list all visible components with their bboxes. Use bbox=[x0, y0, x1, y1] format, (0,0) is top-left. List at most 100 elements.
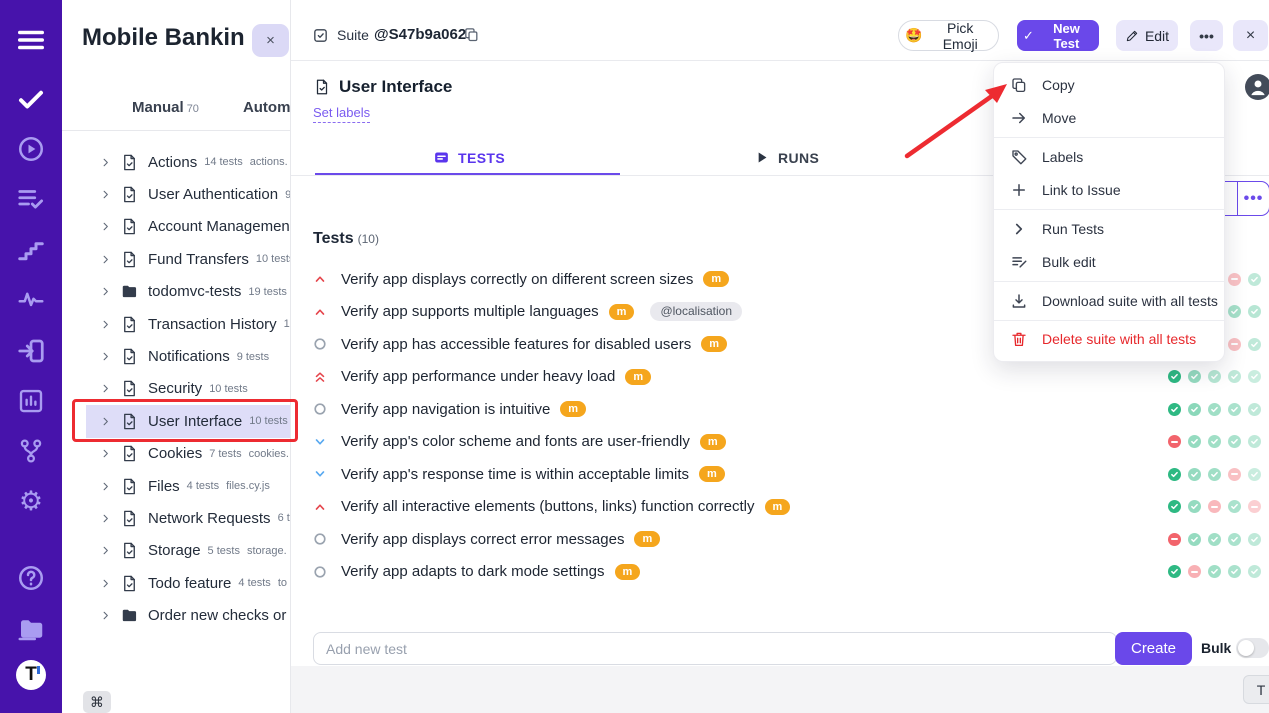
play-circle-icon[interactable] bbox=[16, 134, 46, 164]
test-title[interactable]: Verify app navigation is intuitive bbox=[341, 400, 551, 418]
settings-gear-icon[interactable]: ⚙ bbox=[18, 485, 44, 516]
help-icon[interactable] bbox=[16, 563, 46, 593]
branch-icon[interactable] bbox=[16, 436, 46, 466]
suite-id: @S47b9a062 bbox=[374, 26, 467, 43]
menu-item-labels[interactable]: Labels bbox=[994, 140, 1224, 174]
chevron-right-icon[interactable] bbox=[100, 545, 111, 556]
test-title[interactable]: Verify app displays correct error messag… bbox=[341, 530, 625, 548]
tree-item-user-interface[interactable]: User Interface 10 tests bbox=[86, 405, 290, 438]
tree-item-files[interactable]: Files 4 tests files.cy.js bbox=[86, 470, 290, 502]
tree-item-cookies[interactable]: Cookies 7 tests cookies. bbox=[86, 438, 290, 470]
test-row[interactable]: Verify app displays correctly on differe… bbox=[313, 263, 1269, 296]
chevron-right-icon[interactable] bbox=[100, 351, 111, 362]
tree-item-fund-transfers[interactable]: Fund Transfers 10 tests bbox=[86, 243, 290, 275]
test-title[interactable]: Verify app has accessible features for d… bbox=[341, 335, 692, 353]
test-row[interactable]: Verify app's response time is within acc… bbox=[313, 458, 1269, 491]
menu-item-label: Download suite with all tests bbox=[1042, 292, 1218, 309]
tree-item-todomvc-tests[interactable]: todomvc-tests 19 tests bbox=[86, 276, 290, 308]
app-logo[interactable]: T bbox=[16, 660, 46, 690]
menu-item-move[interactable]: Move bbox=[994, 102, 1224, 136]
chevron-right-icon[interactable] bbox=[100, 383, 111, 394]
set-labels-link[interactable]: Set labels bbox=[313, 105, 371, 123]
tests-list: Verify app displays correctly on differe… bbox=[313, 263, 1269, 588]
menu-divider bbox=[994, 281, 1224, 282]
chevron-right-icon[interactable] bbox=[100, 286, 111, 297]
pick-emoji-button[interactable]: 🤩 Pick Emoji bbox=[898, 20, 999, 52]
chevron-right-icon[interactable] bbox=[100, 254, 111, 265]
test-title[interactable]: Verify app's color scheme and fonts are … bbox=[341, 433, 690, 451]
projects-folder-icon[interactable] bbox=[16, 614, 46, 644]
steps-icon[interactable] bbox=[16, 235, 46, 265]
menu-item-bulk-edit[interactable]: Bulk edit bbox=[994, 246, 1224, 280]
test-title[interactable]: Verify app displays correctly on differe… bbox=[341, 270, 694, 288]
tree-item-network-requests[interactable]: Network Requests 6 t bbox=[86, 502, 290, 534]
move-icon bbox=[1010, 109, 1028, 127]
chevron-right-icon[interactable] bbox=[100, 513, 111, 524]
add-test-input[interactable] bbox=[313, 632, 1117, 665]
chevron-right-icon[interactable] bbox=[100, 416, 111, 427]
tab-automated[interactable]: Automate bbox=[242, 98, 291, 116]
chevron-right-icon[interactable] bbox=[100, 319, 111, 330]
run-status-fail bbox=[1188, 565, 1201, 579]
tree-item-actions[interactable]: Actions 14 tests actions. bbox=[86, 146, 290, 178]
sidebar-close-button[interactable]: × bbox=[252, 24, 289, 57]
test-row[interactable]: Verify app navigation is intuitive m bbox=[313, 393, 1269, 426]
chevron-right-icon[interactable] bbox=[100, 481, 111, 492]
tab-runs[interactable]: RUNS bbox=[753, 149, 819, 166]
run-status-pass bbox=[1248, 532, 1261, 546]
tab-tests[interactable]: TESTS bbox=[433, 149, 505, 166]
test-title[interactable]: Verify app supports multiple languages bbox=[341, 303, 599, 321]
tag-chip[interactable]: @localisation bbox=[650, 302, 743, 322]
report-chart-icon[interactable] bbox=[16, 386, 46, 416]
menu-item-delete-suite-with-all-tests[interactable]: Delete suite with all tests bbox=[994, 323, 1224, 357]
tree-item-security[interactable]: Security 10 tests bbox=[86, 373, 290, 405]
test-row[interactable]: Verify app's color scheme and fonts are … bbox=[313, 426, 1269, 459]
tree-item-todo-feature[interactable]: Todo feature 4 tests to bbox=[86, 567, 290, 599]
menu-item-run-tests[interactable]: Run Tests bbox=[994, 212, 1224, 246]
copy-id-icon[interactable] bbox=[463, 26, 480, 43]
tree-item-order-new-checks-or[interactable]: Order new checks or bbox=[86, 599, 290, 631]
user-avatar[interactable] bbox=[1245, 74, 1269, 100]
menu-item-link-to-issue[interactable]: Link to Issue bbox=[994, 174, 1224, 208]
test-row[interactable]: Verify app adapts to dark mode settings m bbox=[313, 556, 1269, 589]
create-button[interactable]: Create bbox=[1115, 632, 1192, 665]
bulk-toggle[interactable] bbox=[1236, 638, 1269, 658]
test-row[interactable]: Verify all interactive elements (buttons… bbox=[313, 491, 1269, 524]
test-title[interactable]: Verify app adapts to dark mode settings bbox=[341, 563, 605, 581]
edit-button[interactable]: Edit bbox=[1116, 20, 1178, 51]
chevron-right-icon[interactable] bbox=[100, 157, 111, 168]
close-suite-button[interactable]: × bbox=[1233, 20, 1268, 51]
chevron-right-icon[interactable] bbox=[100, 221, 111, 232]
tree-item-notifications[interactable]: Notifications 9 tests bbox=[86, 340, 290, 372]
more-actions-button[interactable]: ••• bbox=[1190, 20, 1223, 51]
test-row[interactable]: Verify app displays correct error messag… bbox=[313, 523, 1269, 556]
priority-normal-icon bbox=[313, 402, 327, 416]
tree-item-storage[interactable]: Storage 5 tests storage. bbox=[86, 535, 290, 567]
menu-icon[interactable] bbox=[16, 25, 46, 55]
chevron-right-icon[interactable] bbox=[100, 448, 111, 459]
test-title[interactable]: Verify all interactive elements (buttons… bbox=[341, 498, 755, 516]
run-history-dots bbox=[1168, 393, 1261, 426]
tree-item-user-authentication[interactable]: User Authentication 9 bbox=[86, 178, 290, 210]
priority-high-icon bbox=[313, 500, 327, 514]
test-row[interactable]: Verify app supports multiple languages m @… bbox=[313, 296, 1269, 329]
test-list-icon[interactable] bbox=[16, 184, 46, 214]
menu-item-copy[interactable]: Copy bbox=[994, 68, 1224, 102]
tree-item-account-managemen[interactable]: Account Managemen bbox=[86, 211, 290, 243]
chevron-right-icon[interactable] bbox=[100, 578, 111, 589]
test-row[interactable]: Verify app performance under heavy load m bbox=[313, 361, 1269, 394]
new-test-button[interactable]: ✓ New Test bbox=[1017, 20, 1099, 51]
tree-item-transaction-history[interactable]: Transaction History 1 bbox=[86, 308, 290, 340]
sign-in-icon[interactable] bbox=[16, 336, 46, 366]
test-title[interactable]: Verify app performance under heavy load bbox=[341, 368, 616, 386]
suite-doc-icon bbox=[313, 78, 331, 96]
chevron-right-icon[interactable] bbox=[100, 610, 111, 621]
activity-icon[interactable] bbox=[16, 285, 46, 315]
tab-manual[interactable]: Manual 70 bbox=[132, 98, 199, 116]
split-more-button[interactable]: ••• bbox=[1237, 182, 1269, 215]
bulk-edit-icon bbox=[1010, 253, 1028, 271]
chevron-right-icon[interactable] bbox=[100, 189, 111, 200]
menu-item-download-suite-with-all-tests[interactable]: Download suite with all tests bbox=[994, 284, 1224, 318]
test-title[interactable]: Verify app's response time is within acc… bbox=[341, 465, 690, 483]
tasks-check-icon[interactable] bbox=[16, 84, 46, 114]
